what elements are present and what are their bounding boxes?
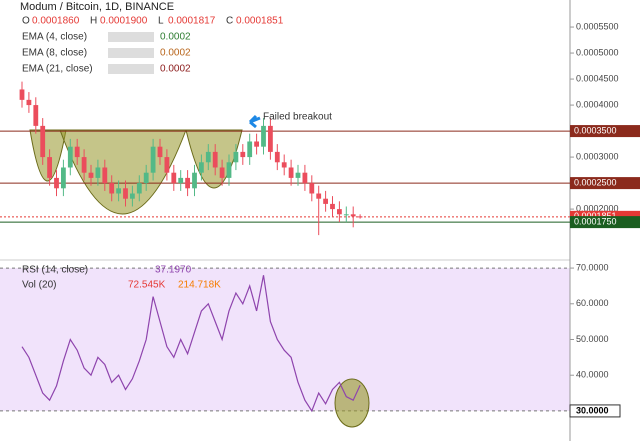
candle-body bbox=[330, 203, 335, 210]
candle-body bbox=[302, 172, 308, 184]
candle-body bbox=[67, 146, 73, 168]
volume-value: 214.718K bbox=[178, 280, 221, 291]
candle-body bbox=[205, 151, 211, 163]
annotation: Failed breakout bbox=[263, 112, 332, 123]
candle-body bbox=[178, 177, 184, 184]
ohlc-key: O bbox=[22, 16, 30, 27]
candle-body bbox=[33, 105, 39, 126]
candle-body bbox=[157, 146, 163, 158]
candle-body bbox=[74, 146, 80, 158]
candle-body bbox=[40, 125, 46, 158]
level-label-box bbox=[570, 125, 640, 138]
candle-body bbox=[212, 151, 218, 168]
candle-body bbox=[247, 141, 253, 158]
candle-body bbox=[219, 167, 225, 178]
candle-body bbox=[337, 209, 342, 215]
ohlc-key: L bbox=[158, 16, 164, 27]
candle-body bbox=[143, 172, 149, 184]
candle-body bbox=[26, 99, 32, 106]
candle-body bbox=[95, 167, 101, 178]
candle-body bbox=[123, 188, 128, 199]
ohlc-key: H bbox=[90, 16, 97, 27]
annotation-arrow bbox=[248, 114, 261, 129]
ohlc-value: 0.0001851 bbox=[236, 16, 284, 27]
candle-body bbox=[54, 177, 59, 189]
candle-body bbox=[288, 167, 294, 178]
indicator-value: 0.0002 bbox=[160, 64, 191, 75]
candle-body bbox=[281, 162, 287, 168]
y-tick-label: 0.0005500 bbox=[576, 21, 619, 31]
indicator-controls bbox=[108, 32, 154, 42]
candle-body bbox=[268, 125, 273, 152]
candle-body bbox=[136, 183, 142, 194]
candle-body bbox=[309, 183, 315, 194]
level-label: 0.0001750 bbox=[574, 216, 617, 226]
candle-body bbox=[274, 151, 280, 163]
level-label: 0.0003500 bbox=[574, 125, 617, 135]
indicator-name: EMA (8, close) bbox=[22, 48, 87, 59]
ohlc-value: 0.0001817 bbox=[168, 16, 216, 27]
candle-body bbox=[130, 193, 135, 199]
candle-body bbox=[19, 89, 25, 100]
candle-body bbox=[150, 146, 156, 173]
candle-body bbox=[109, 183, 115, 194]
candle-body bbox=[171, 172, 177, 184]
candle-body bbox=[164, 157, 170, 173]
candle-body bbox=[192, 172, 197, 189]
rsi-band bbox=[0, 268, 570, 411]
y-tick-label: 60.0000 bbox=[576, 298, 609, 308]
candle-body bbox=[343, 214, 349, 216]
candle-body bbox=[350, 214, 356, 217]
y-tick-label: 0.0004000 bbox=[576, 99, 619, 109]
candle-body bbox=[102, 167, 108, 184]
volume-value: 72.545K bbox=[128, 280, 166, 291]
rsi-line bbox=[21, 275, 361, 413]
indicator-value: 0.0002 bbox=[160, 48, 191, 59]
candle-body bbox=[61, 167, 66, 189]
indicator-name: EMA (21, close) bbox=[22, 64, 93, 75]
candle-body bbox=[116, 188, 121, 194]
y-tick-label: 30.0000 bbox=[576, 405, 609, 415]
rsi-legend-value: 37.1970 bbox=[155, 265, 192, 276]
candle-body bbox=[47, 157, 52, 178]
volume-legend: Vol (20) bbox=[22, 280, 56, 291]
y-tick-label: 0.0004500 bbox=[576, 73, 619, 83]
candle-body bbox=[295, 172, 301, 178]
candle-body bbox=[226, 162, 232, 178]
level-label-box bbox=[570, 216, 640, 229]
y-tick-label: 50.0000 bbox=[576, 334, 609, 344]
y-tick-label: 0.0005000 bbox=[576, 47, 619, 57]
candle-body bbox=[261, 125, 266, 147]
y-tick-label: 70.0000 bbox=[576, 262, 609, 272]
indicator-name: EMA (4, close) bbox=[22, 32, 87, 43]
chart-title: Modum / Bitcoin, 1D, BINANCE bbox=[20, 1, 174, 13]
candle-body bbox=[254, 141, 259, 147]
rsi-legend: RSI (14, close) bbox=[22, 265, 88, 276]
ohlc-key: C bbox=[226, 16, 233, 27]
ohlc-value: 0.0001860 bbox=[32, 16, 80, 27]
candle-body bbox=[316, 193, 322, 199]
candle-body bbox=[185, 177, 190, 189]
candle-body bbox=[357, 216, 363, 218]
ohlc-value: 0.0001900 bbox=[100, 16, 148, 27]
tick-highlight bbox=[569, 404, 621, 418]
rsi-highlight bbox=[334, 378, 370, 428]
indicator-controls bbox=[108, 48, 154, 58]
level-label: 0.0002500 bbox=[574, 177, 617, 187]
y-tick-label: 0.0002000 bbox=[576, 203, 619, 213]
candle-body bbox=[233, 151, 239, 163]
indicator-value: 0.0002 bbox=[160, 32, 191, 43]
candle-body bbox=[323, 198, 328, 204]
candle-body bbox=[240, 151, 246, 158]
indicator-controls bbox=[108, 64, 154, 74]
level-label-box bbox=[570, 177, 640, 190]
y-tick-label: 0.0003000 bbox=[576, 151, 619, 161]
candle-body bbox=[88, 172, 94, 178]
candle-body bbox=[199, 162, 204, 173]
y-tick-label: 40.0000 bbox=[576, 370, 609, 380]
candle-body bbox=[81, 157, 87, 173]
